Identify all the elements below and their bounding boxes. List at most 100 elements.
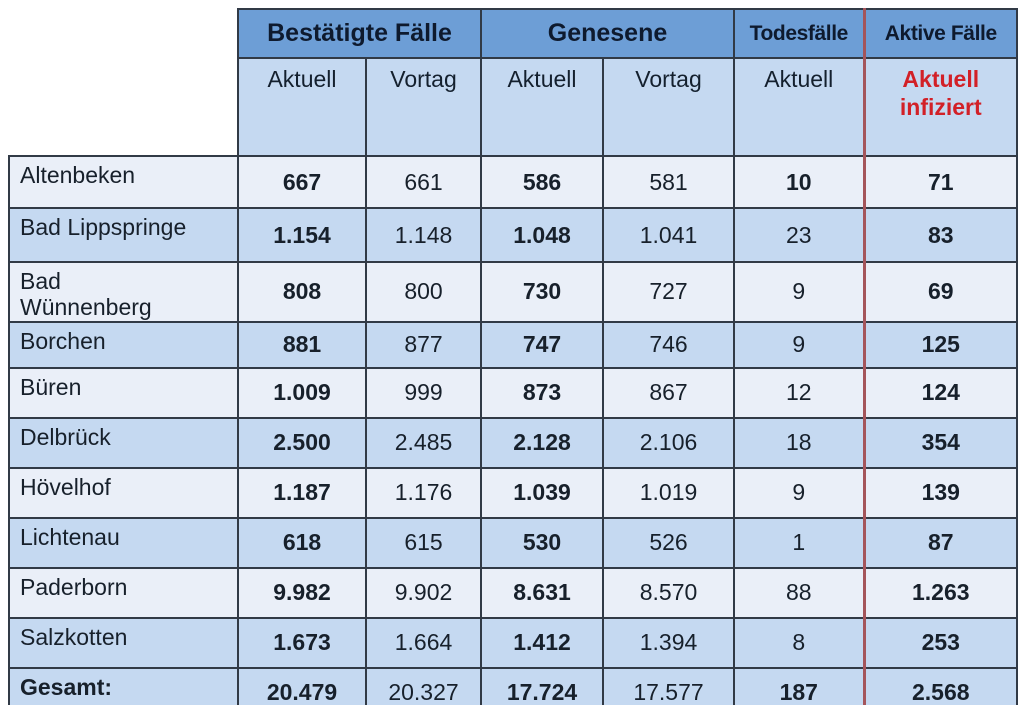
genesene-aktuell-value: 730 [480, 261, 604, 323]
table-row: Hövelhof 1.187 1.176 1.039 1.019 9 139 [8, 466, 1019, 519]
bestaetigte-vortag-value: 2.485 [365, 416, 482, 469]
header-sub-row: Aktuell Vortag Aktuell Vortag Aktuell Ak… [9, 57, 1019, 157]
corner-blank-cell [9, 9, 238, 156]
bestaetigte-aktuell-total: 20.479 [237, 666, 367, 705]
genesene-vortag-value: 2.106 [601, 416, 736, 469]
genesene-vortag-value: 1.394 [601, 616, 736, 669]
genesene-aktuell-value: 586 [480, 155, 604, 209]
genesene-vortag-value: 8.570 [601, 566, 736, 619]
genesene-aktuell-total: 17.724 [480, 666, 604, 705]
subheader-genesene-vortag: Vortag [601, 57, 736, 157]
municipality-name: Salzkotten [8, 616, 239, 669]
genesene-aktuell-value: 2.128 [480, 416, 604, 469]
genesene-vortag-value: 1.019 [601, 466, 736, 519]
bestaetigte-vortag-value: 615 [365, 516, 482, 569]
municipality-name: Delbrück [8, 416, 239, 469]
bestaetigte-vortag-value: 800 [365, 261, 482, 323]
bestaetigte-aktuell-value: 1.673 [237, 616, 367, 669]
genesene-aktuell-value: 8.631 [480, 566, 604, 619]
municipality-name: Lichtenau [8, 516, 239, 569]
aktive-faelle-value: 71 [862, 155, 1019, 209]
subheader-genesene-aktuell: Aktuell [480, 57, 604, 157]
todesfaelle-total: 187 [733, 666, 866, 705]
todesfaelle-value: 9 [733, 466, 866, 519]
bestaetigte-aktuell-value: 1.187 [237, 466, 367, 519]
genesene-vortag-value: 746 [601, 320, 736, 369]
todesfaelle-value: 8 [733, 616, 866, 669]
genesene-aktuell-value: 747 [480, 320, 604, 369]
header-todesfaelle: Todesfälle [733, 8, 866, 59]
genesene-vortag-total: 17.577 [601, 666, 736, 705]
table-row: Büren 1.009 999 873 867 12 124 [8, 366, 1019, 419]
total-label: Gesamt: [8, 666, 239, 705]
aktive-faelle-total: 2.568 [862, 666, 1019, 705]
bestaetigte-aktuell-value: 1.154 [237, 207, 367, 263]
table-row: Borchen 881 877 747 746 9 125 [8, 320, 1019, 369]
subheader-todesfaelle-aktuell: Aktuell [733, 57, 866, 157]
genesene-vortag-value: 581 [601, 155, 736, 209]
genesene-vortag-value: 1.041 [601, 207, 736, 263]
bestaetigte-vortag-value: 1.176 [365, 466, 482, 519]
covid-statistics-table: Bestätigte Fälle Genesene Todesfälle Akt… [8, 8, 1019, 705]
subheader-bestaetigte-vortag: Vortag [365, 57, 482, 157]
aktive-faelle-value: 125 [862, 320, 1019, 369]
table-row: Lichtenau 618 615 530 526 1 87 [8, 516, 1019, 569]
municipality-name: Bad Wünnenberg [8, 261, 239, 323]
genesene-vortag-value: 727 [601, 261, 736, 323]
municipality-name: Altenbeken [8, 155, 239, 209]
subheader-aktuell-infiziert: Aktuell infiziert [862, 57, 1019, 157]
genesene-aktuell-value: 873 [480, 366, 604, 419]
municipality-name: Hövelhof [8, 466, 239, 519]
aktive-faelle-value: 83 [862, 207, 1019, 263]
bestaetigte-aktuell-value: 667 [237, 155, 367, 209]
header-aktive-faelle: Aktive Fälle [862, 8, 1019, 59]
bestaetigte-vortag-value: 877 [365, 320, 482, 369]
todesfaelle-value: 10 [733, 155, 866, 209]
genesene-aktuell-value: 530 [480, 516, 604, 569]
table-row: Salzkotten 1.673 1.664 1.412 1.394 8 253 [8, 616, 1019, 669]
header-genesene: Genesene [479, 8, 736, 59]
genesene-aktuell-value: 1.039 [480, 466, 604, 519]
aktive-faelle-value: 69 [862, 261, 1019, 323]
bestaetigte-vortag-value: 1.148 [365, 207, 482, 263]
todesfaelle-value: 12 [733, 366, 866, 419]
table-row: Paderborn 9.982 9.902 8.631 8.570 88 1.2… [8, 566, 1019, 619]
bestaetigte-vortag-value: 999 [365, 366, 482, 419]
todesfaelle-value: 88 [733, 566, 866, 619]
bestaetigte-aktuell-value: 618 [237, 516, 367, 569]
bestaetigte-aktuell-value: 881 [237, 320, 367, 369]
municipality-name: Borchen [8, 320, 239, 369]
genesene-aktuell-value: 1.048 [480, 207, 604, 263]
todesfaelle-value: 18 [733, 416, 866, 469]
bestaetigte-vortag-value: 1.664 [365, 616, 482, 669]
genesene-vortag-value: 867 [601, 366, 736, 419]
municipality-name: Büren [8, 366, 239, 419]
todesfaelle-value: 1 [733, 516, 866, 569]
table-row: Altenbeken 667 661 586 581 10 71 [8, 155, 1019, 209]
header-bestaetigte-faelle: Bestätigte Fälle [237, 8, 482, 59]
table-row: Bad Lippspringe 1.154 1.148 1.048 1.041 … [8, 207, 1019, 263]
bestaetigte-vortag-value: 661 [365, 155, 482, 209]
municipality-name: Bad Lippspringe [8, 207, 239, 263]
todesfaelle-value: 9 [733, 320, 866, 369]
aktive-faelle-value: 139 [862, 466, 1019, 519]
bestaetigte-aktuell-value: 9.982 [237, 566, 367, 619]
bestaetigte-vortag-value: 9.902 [365, 566, 482, 619]
bestaetigte-aktuell-value: 2.500 [237, 416, 367, 469]
total-row: Gesamt: 20.479 20.327 17.724 17.577 187 … [8, 666, 1019, 705]
todesfaelle-value: 9 [733, 261, 866, 323]
genesene-aktuell-value: 1.412 [480, 616, 604, 669]
aktive-faelle-value: 354 [862, 416, 1019, 469]
aktive-faelle-value: 124 [862, 366, 1019, 419]
municipality-name: Paderborn [8, 566, 239, 619]
aktive-faelle-value: 1.263 [862, 566, 1019, 619]
bestaetigte-aktuell-value: 808 [237, 261, 367, 323]
aktive-faelle-value: 87 [862, 516, 1019, 569]
table-row: Delbrück 2.500 2.485 2.128 2.106 18 354 [8, 416, 1019, 469]
todesfaelle-value: 23 [733, 207, 866, 263]
table-row: Bad Wünnenberg 808 800 730 727 9 69 [8, 261, 1019, 323]
genesene-vortag-value: 526 [601, 516, 736, 569]
aktive-faelle-value: 253 [862, 616, 1019, 669]
bestaetigte-aktuell-value: 1.009 [237, 366, 367, 419]
